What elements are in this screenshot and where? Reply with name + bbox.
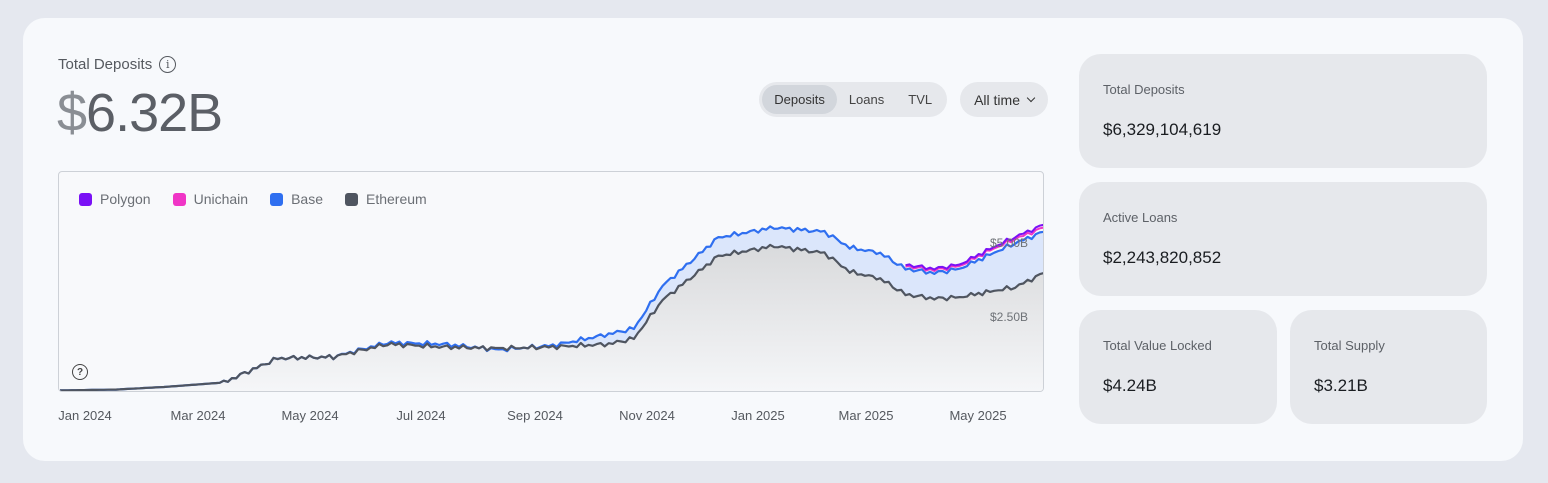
legend-label: Base (291, 191, 323, 207)
x-tick-label: Jan 2024 (58, 408, 112, 423)
time-range-select[interactable]: All time (960, 82, 1048, 117)
polygon-swatch (79, 192, 92, 206)
chart-controls: Deposits Loans TVL All time (759, 82, 1048, 117)
legend-item-ethereum[interactable]: Ethereum (345, 191, 427, 207)
chart-legend: Polygon Unichain Base Ethereum (79, 191, 427, 207)
x-axis: Jan 2024 Mar 2024 May 2024 Jul 2024 Sep … (58, 408, 1048, 428)
stat-value: $4.24B (1103, 376, 1157, 395)
stat-card-total-value-locked: Total Value Locked $4.24B (1079, 310, 1277, 424)
chevron-down-icon (1026, 93, 1036, 103)
info-icon[interactable]: i (159, 56, 177, 73)
stat-card-total-deposits: Total Deposits $6,329,104,619 (1079, 54, 1487, 168)
tab-loans[interactable]: Loans (848, 92, 885, 107)
legend-label: Ethereum (366, 191, 427, 207)
time-range-value: All time (974, 91, 1020, 108)
polygon-series-line (905, 223, 1043, 271)
ethereum-series-line (60, 243, 1043, 391)
legend-item-polygon[interactable]: Polygon (79, 191, 151, 207)
legend-label: Unichain (193, 191, 249, 207)
tab-tvl[interactable]: TVL (908, 92, 933, 107)
x-tick-label: May 2024 (281, 408, 339, 423)
stat-value: $6,329,104,619 (1103, 120, 1222, 139)
total-deposits-label: Total Deposits (58, 56, 153, 73)
ethereum-swatch (345, 192, 358, 206)
x-tick-label: Jan 2025 (731, 408, 785, 423)
stat-card-total-supply: Total Supply $3.21B (1290, 310, 1487, 424)
stat-label: Total Value Locked (1103, 338, 1212, 353)
x-tick-label: Sep 2024 (507, 408, 563, 423)
unichain-series-line (905, 226, 1043, 272)
stat-value: $2,243,820,852 (1103, 248, 1222, 267)
total-deposits-value: $6.32B (57, 83, 223, 143)
legend-item-base[interactable]: Base (270, 191, 323, 207)
stat-value: $3.21B (1314, 376, 1368, 395)
x-tick-label: Mar 2025 (838, 408, 894, 423)
y-tick-label: $2.50B (990, 310, 1029, 324)
chart-panel: Total Deposits i $6.32B Deposits Loans T… (57, 18, 1048, 461)
x-tick-label: Jul 2024 (396, 408, 446, 423)
x-tick-label: Nov 2024 (619, 408, 675, 423)
stat-label: Total Deposits (1103, 82, 1185, 97)
metric-tabs: Deposits Loans TVL (759, 82, 948, 117)
base-swatch (270, 192, 284, 206)
x-tick-label: Mar 2024 (170, 408, 226, 423)
x-tick-label: May 2025 (949, 408, 1007, 423)
ethereum-area (59, 244, 1043, 391)
stat-label: Total Supply (1314, 338, 1385, 353)
chart-canvas (59, 223, 1043, 391)
legend-label: Polygon (100, 191, 151, 207)
total-deposits-header: Total Deposits i (58, 56, 177, 73)
legend-item-unichain[interactable]: Unichain (172, 191, 249, 207)
y-tick-label: $5.00B (990, 236, 1029, 250)
deposits-chart: Polygon Unichain Base Ethereum $5.00B $2… (58, 171, 1044, 392)
unichain-swatch (172, 192, 186, 206)
stat-label: Active Loans (1103, 210, 1178, 225)
help-icon[interactable]: ? (72, 364, 88, 380)
stat-card-active-loans: Active Loans $2,243,820,852 (1079, 182, 1487, 296)
tab-deposits[interactable]: Deposits (762, 85, 837, 114)
deposits-card: Total Deposits i $6.32B Deposits Loans T… (23, 18, 1523, 461)
